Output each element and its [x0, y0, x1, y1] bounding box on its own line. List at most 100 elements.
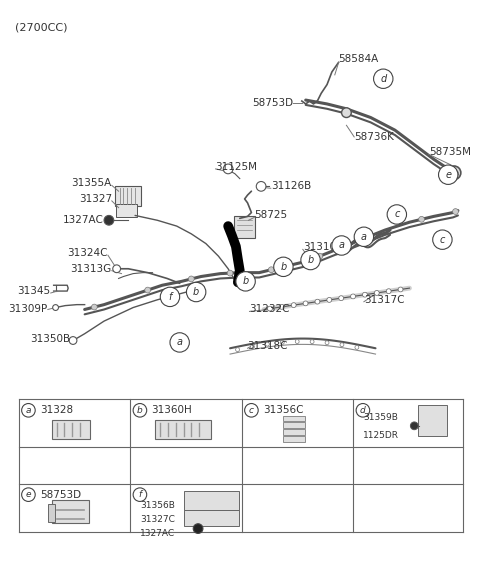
- FancyBboxPatch shape: [115, 186, 141, 206]
- Circle shape: [256, 182, 266, 191]
- FancyBboxPatch shape: [183, 491, 239, 510]
- Circle shape: [301, 250, 320, 270]
- FancyBboxPatch shape: [116, 204, 137, 217]
- Circle shape: [22, 488, 35, 502]
- Circle shape: [104, 216, 114, 225]
- Circle shape: [145, 287, 151, 293]
- Text: b: b: [193, 287, 199, 297]
- Circle shape: [356, 404, 370, 417]
- Circle shape: [22, 404, 35, 417]
- Circle shape: [332, 236, 351, 255]
- Text: (2700CC): (2700CC): [15, 22, 67, 32]
- Text: 31355A: 31355A: [72, 179, 112, 189]
- Circle shape: [337, 241, 347, 250]
- Circle shape: [450, 170, 458, 178]
- Text: 58584A: 58584A: [339, 54, 379, 64]
- Circle shape: [227, 270, 233, 276]
- Text: 31318C: 31318C: [248, 341, 288, 352]
- Circle shape: [317, 253, 323, 259]
- FancyBboxPatch shape: [156, 420, 211, 440]
- Text: 31328: 31328: [40, 406, 73, 415]
- Circle shape: [439, 165, 458, 185]
- Circle shape: [278, 263, 288, 272]
- Text: e: e: [445, 170, 451, 180]
- Circle shape: [186, 282, 206, 302]
- Text: a: a: [25, 406, 31, 415]
- FancyBboxPatch shape: [283, 423, 305, 428]
- Text: 31327: 31327: [79, 194, 112, 204]
- FancyBboxPatch shape: [183, 510, 239, 526]
- Text: 58735M: 58735M: [429, 148, 471, 158]
- Circle shape: [133, 404, 147, 417]
- Circle shape: [359, 232, 369, 241]
- Text: 31356B: 31356B: [140, 502, 175, 510]
- Text: a: a: [338, 240, 345, 250]
- Text: 1327AC: 1327AC: [63, 215, 104, 225]
- Text: 31345: 31345: [18, 286, 51, 296]
- FancyBboxPatch shape: [283, 436, 305, 442]
- Text: 31125M: 31125M: [216, 162, 258, 172]
- Text: 31126B: 31126B: [271, 181, 311, 192]
- Circle shape: [170, 333, 190, 352]
- Circle shape: [245, 404, 258, 417]
- Text: 31232C: 31232C: [250, 305, 290, 315]
- Circle shape: [53, 305, 59, 311]
- Text: 58736K: 58736K: [354, 132, 394, 142]
- Text: 58753D: 58753D: [40, 490, 81, 500]
- Text: e: e: [25, 490, 31, 499]
- Circle shape: [241, 277, 251, 286]
- Text: b: b: [280, 262, 287, 272]
- Circle shape: [175, 338, 184, 347]
- Text: 31356C: 31356C: [263, 406, 303, 415]
- Text: d: d: [380, 74, 386, 84]
- Circle shape: [386, 289, 391, 294]
- Circle shape: [368, 233, 373, 239]
- Circle shape: [193, 524, 203, 533]
- Circle shape: [410, 422, 418, 430]
- Text: 58753D: 58753D: [252, 98, 293, 108]
- Circle shape: [188, 276, 194, 282]
- Circle shape: [303, 301, 308, 306]
- Circle shape: [274, 257, 293, 277]
- Text: 31359B: 31359B: [363, 413, 398, 423]
- Circle shape: [419, 216, 424, 222]
- Circle shape: [432, 230, 452, 250]
- Text: 1327AC: 1327AC: [140, 529, 175, 537]
- Text: 31313G: 31313G: [71, 264, 112, 274]
- Circle shape: [113, 265, 120, 272]
- Circle shape: [315, 299, 320, 304]
- Circle shape: [265, 342, 269, 346]
- Circle shape: [374, 291, 379, 295]
- Circle shape: [160, 287, 180, 306]
- Circle shape: [339, 296, 344, 301]
- Text: 31317C: 31317C: [364, 295, 404, 305]
- Text: 31309P: 31309P: [9, 304, 48, 314]
- Text: f: f: [138, 490, 142, 499]
- Circle shape: [342, 108, 351, 118]
- Text: 31360H: 31360H: [152, 406, 192, 415]
- Text: d: d: [360, 406, 366, 415]
- Circle shape: [306, 255, 315, 265]
- FancyBboxPatch shape: [52, 420, 90, 440]
- FancyBboxPatch shape: [48, 504, 55, 522]
- Circle shape: [251, 345, 254, 349]
- Circle shape: [267, 306, 272, 311]
- Circle shape: [387, 205, 407, 224]
- Text: b: b: [307, 255, 313, 265]
- Text: c: c: [394, 209, 399, 220]
- FancyBboxPatch shape: [283, 415, 305, 421]
- Circle shape: [223, 164, 233, 174]
- Text: b: b: [137, 406, 143, 415]
- Circle shape: [327, 298, 332, 302]
- Circle shape: [373, 69, 393, 88]
- Circle shape: [398, 287, 403, 292]
- FancyBboxPatch shape: [52, 499, 88, 523]
- FancyBboxPatch shape: [234, 216, 255, 238]
- Circle shape: [192, 288, 202, 298]
- Circle shape: [362, 292, 367, 297]
- Text: f: f: [168, 292, 172, 302]
- Text: 1125DR: 1125DR: [363, 431, 399, 440]
- Circle shape: [310, 340, 314, 343]
- Circle shape: [355, 345, 359, 349]
- Circle shape: [447, 166, 461, 179]
